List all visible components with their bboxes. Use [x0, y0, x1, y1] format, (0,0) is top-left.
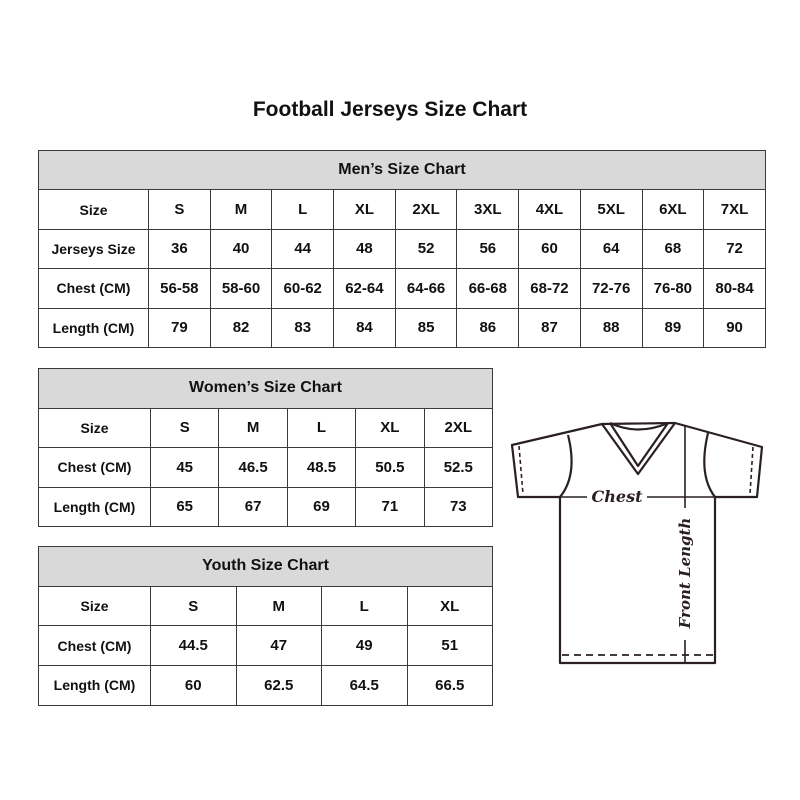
table-row: Chest (CM) 56-58 58-60 60-62 62-64 64-66 66-68… [38, 268, 766, 309]
table-cell: 68 [641, 228, 705, 270]
table-cell: 45 [149, 447, 220, 488]
table-cell: 87 [518, 307, 581, 348]
row-label: Length (CM) [38, 307, 149, 348]
page-title: Football Jerseys Size Chart [252, 98, 528, 121]
table-cell: 64-66 [394, 268, 458, 309]
v-neck-collar [601, 421, 676, 476]
row-label: Chest (CM) [38, 268, 149, 309]
table-cell: 67 [218, 486, 288, 527]
caption-row: Men’s Size Chart [38, 149, 766, 191]
mens-size-table: Men’s Size Chart Size S M L XL 2XL 3XL 4XL 5XL 6XL… [38, 149, 766, 348]
caption-row: Youth Size Chart [37, 546, 494, 587]
table-row: Length (CM) 65 67 69 71 73 [38, 486, 494, 527]
table-cell: 64 [579, 228, 643, 270]
table-cell: L [271, 189, 335, 230]
table-cell: 65 [149, 486, 220, 527]
row-label: Size [38, 189, 149, 230]
table-cell: L [286, 407, 357, 448]
caption-row: Women’s Size Chart [37, 368, 494, 409]
table-cell: 56 [456, 228, 520, 270]
row-label: Size [38, 407, 151, 448]
table-caption: Men’s Size Chart [38, 149, 766, 191]
row-label: Size [38, 585, 151, 627]
table-cell: 50.5 [355, 447, 425, 488]
table-cell: 66-68 [456, 268, 520, 309]
table-cell: XL [406, 585, 494, 627]
table-cell: M [235, 585, 322, 627]
table-cell: 76-80 [641, 268, 705, 309]
table-cell: 48 [333, 228, 396, 270]
row-label: Chest (CM) [38, 625, 151, 667]
right-sleeve-seam [703, 432, 716, 498]
table-cell: 40 [209, 228, 273, 270]
table-cell: M [218, 407, 288, 448]
table-cell: 44 [271, 228, 335, 270]
row-label: Chest (CM) [38, 447, 151, 488]
table-cell: 2XL [423, 407, 494, 448]
table-cell: 60-62 [271, 268, 335, 309]
table-cell: 84 [333, 307, 396, 348]
table-row: Length (CM) 79 82 83 84 85 86 87 88 89 90 [38, 307, 766, 348]
chest-label: Chest [592, 487, 644, 506]
table-cell: 66.5 [406, 665, 494, 706]
table-cell: 68-72 [518, 268, 581, 309]
sleeve-hem-dashes [518, 445, 754, 495]
table-cell: 49 [321, 625, 408, 667]
table-cell: 64.5 [321, 665, 408, 706]
table-cell: XL [355, 407, 425, 448]
table-cell: 5XL [579, 189, 643, 230]
table-cell: L [321, 585, 408, 627]
table-cell: XL [333, 189, 396, 230]
table-cell: 71 [355, 486, 425, 527]
table-cell: 47 [235, 625, 322, 667]
table-cell: 79 [148, 307, 211, 348]
table-row: Jerseys Size 36 40 44 48 52 56 60 64 68 72 [38, 228, 766, 270]
table-cell: 7XL [703, 189, 766, 230]
youth-size-table: Youth Size Chart Size S M L XL Chest (CM) 44.5 4… [37, 546, 494, 706]
row-label: Length (CM) [38, 486, 151, 527]
table-cell: 48.5 [286, 447, 357, 488]
table-row: Length (CM) 60 62.5 64.5 66.5 [38, 665, 494, 706]
table-cell: 90 [703, 307, 766, 348]
row-label: Length (CM) [38, 665, 151, 706]
table-cell: 72-76 [579, 268, 643, 309]
table-cell: 86 [456, 307, 520, 348]
table-caption: Women’s Size Chart [37, 368, 494, 409]
table-cell: 44.5 [150, 625, 237, 667]
table-cell: 62-64 [333, 268, 396, 309]
table-row: Size S M L XL 2XL 3XL 4XL 5XL 6XL 7XL [38, 189, 766, 230]
table-cell: 82 [209, 307, 273, 348]
table-cell: 73 [423, 486, 494, 527]
table-cell: 62.5 [235, 665, 322, 706]
table-cell: 36 [148, 228, 211, 270]
row-label: Jerseys Size [38, 228, 149, 270]
table-row: Chest (CM) 45 46.5 48.5 50.5 52.5 [38, 447, 494, 488]
table-row: Size S M L XL 2XL [38, 407, 494, 448]
table-cell: 4XL [518, 189, 581, 230]
womens-size-table: Women’s Size Chart Size S M L XL 2XL Chest (CM)… [37, 368, 494, 527]
table-row: Size S M L XL [38, 585, 494, 627]
table-cell: 72 [703, 228, 766, 270]
table-cell: 6XL [641, 189, 705, 230]
table-caption: Youth Size Chart [37, 546, 494, 587]
jersey-outline [510, 421, 764, 665]
table-cell: 52.5 [423, 447, 494, 488]
table-cell: 85 [394, 307, 458, 348]
table-cell: S [150, 585, 237, 627]
table-cell: 80-84 [703, 268, 766, 309]
table-cell: 69 [286, 486, 357, 527]
left-sleeve-seam [559, 434, 573, 498]
front-length-label: Front Length [676, 518, 694, 630]
table-cell: 60 [518, 228, 581, 270]
table-cell: 88 [579, 307, 643, 348]
table-cell: 56-58 [148, 268, 211, 309]
table-row: Chest (CM) 44.5 47 49 51 [38, 625, 494, 667]
table-cell: 51 [406, 625, 494, 667]
table-cell: 60 [150, 665, 237, 706]
